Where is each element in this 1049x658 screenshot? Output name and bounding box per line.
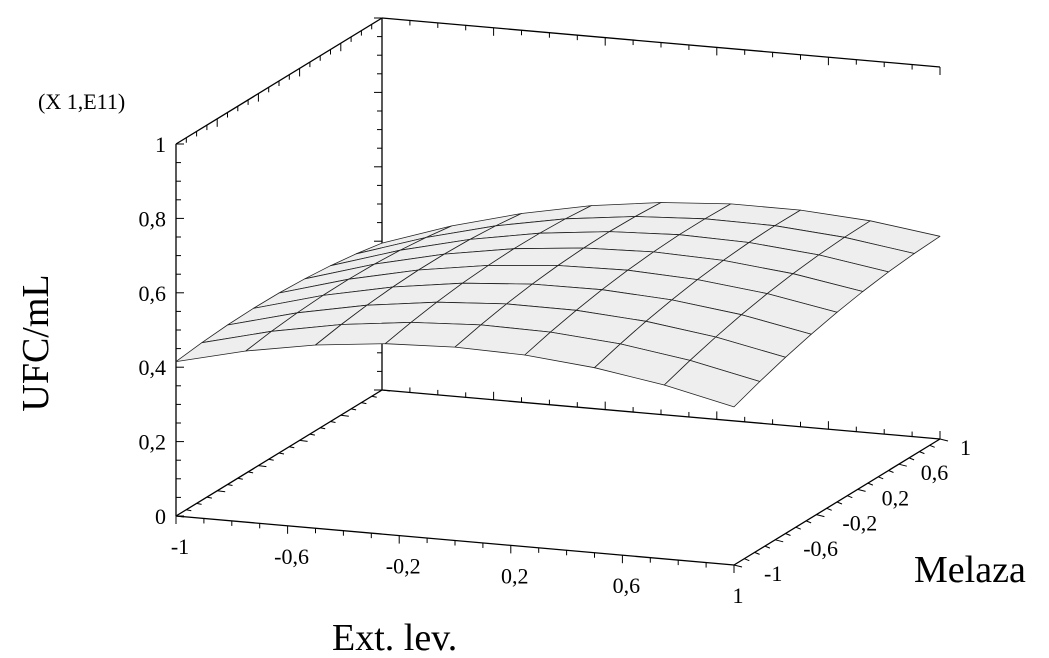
y-tick-left [258, 465, 267, 468]
y-tick-left [371, 395, 377, 398]
x-tick-label: 1 [733, 583, 744, 608]
z-tick-label: 1 [155, 132, 166, 157]
y-tick-right [908, 457, 915, 461]
y-tick-left [186, 509, 192, 512]
z-axis-title: UFC/mL [15, 274, 57, 411]
y-tick-left [299, 439, 308, 442]
y-tick-left [227, 484, 233, 486]
x-tick-label: 0,6 [613, 573, 641, 598]
y-tick-right [888, 470, 894, 473]
y-tick-right [754, 551, 760, 555]
surface-patch [663, 359, 761, 408]
axis-labels: (X 1,E11) UFC/mL Ext. lev. Melaza -1 -0,6… [15, 89, 1026, 658]
z-tick-label: 0 [155, 504, 166, 529]
y-tick-right [898, 463, 907, 467]
y-tick-left [320, 427, 326, 430]
y-tick-left [206, 496, 212, 499]
y-tick-right [847, 495, 853, 499]
z-tick-label: 0,8 [139, 206, 167, 231]
y-tick-right [929, 444, 935, 448]
y-tick-right [939, 438, 949, 442]
y-tick-label: 0,6 [921, 460, 949, 485]
y-tick-left [237, 477, 243, 480]
y-tick-right [733, 564, 743, 568]
y-tick-right [816, 514, 825, 518]
x-tick-label: -0,2 [386, 554, 421, 579]
y-tick-right [795, 526, 801, 530]
y-tick-left [340, 414, 349, 417]
y-tick-left [309, 433, 315, 436]
z-tick-label: 0,4 [139, 355, 167, 380]
y-tick-right [836, 501, 843, 505]
y-tick-right [785, 533, 791, 536]
y-tick-left [330, 421, 336, 423]
y-tick-right [764, 545, 771, 549]
y-tick-left [217, 490, 226, 493]
x-tick-label: 0,2 [501, 563, 529, 588]
y-tick-left [361, 402, 367, 405]
y-tick-label: 0,2 [882, 485, 910, 510]
y-tick-right [775, 539, 784, 543]
axis-ticks [175, 17, 949, 573]
y-tick-label: 1 [960, 435, 971, 460]
y-tick-label: -0,6 [803, 536, 838, 561]
x-tick-label: -1 [171, 534, 189, 559]
y-tick-left [289, 446, 295, 449]
y-tick-label: -0,2 [842, 511, 877, 536]
response-surface [175, 202, 941, 408]
y-axis-title: Melaza [914, 549, 1026, 591]
y-tick-left [196, 502, 202, 505]
y-tick-right [826, 507, 832, 511]
y-tick-right [919, 451, 925, 455]
y-tick-left [351, 408, 357, 411]
z-tick-label: 0,2 [139, 430, 167, 455]
y-tick-left [278, 452, 285, 455]
y-tick-left [381, 389, 391, 392]
y-tick-right [867, 482, 874, 486]
y-tick-label: -1 [764, 561, 782, 586]
z-multiplier-label: (X 1,E11) [38, 89, 125, 114]
y-tick-right [857, 488, 866, 492]
x-axis-title: Ext. lev. [332, 617, 457, 658]
y-tick-right [878, 476, 884, 480]
x-tick-label: -0,6 [274, 544, 309, 569]
z-tick-label: 0,6 [139, 281, 167, 306]
y-tick-right [744, 558, 750, 562]
y-tick-right [805, 520, 812, 524]
y-tick-left [248, 471, 254, 474]
y-tick-left [268, 458, 274, 461]
